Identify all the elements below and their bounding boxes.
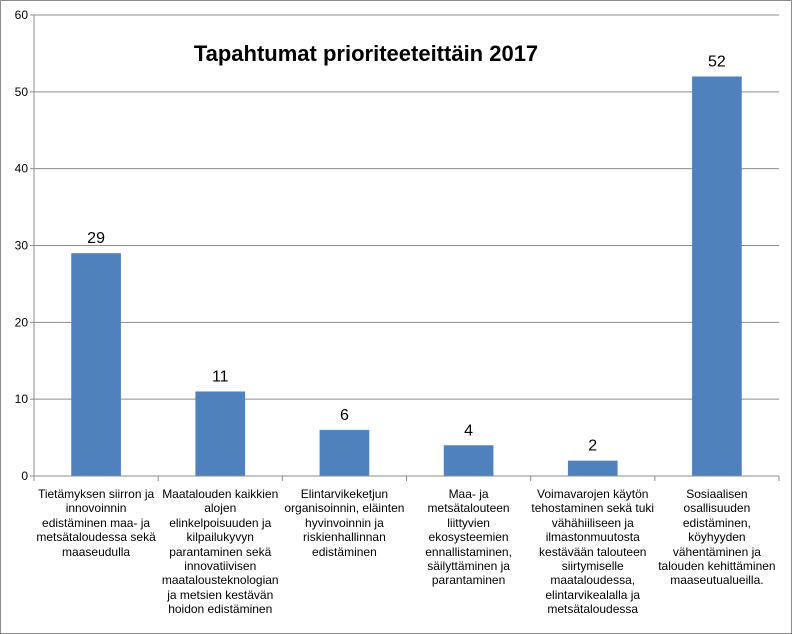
x-category-label: Maa- ja metsätalouteen liittyvien ekosys… (425, 487, 512, 588)
bar (71, 253, 121, 476)
x-category-label: Sosiaalisen osallisuuden edistäminen, kö… (658, 487, 776, 588)
data-label: 4 (464, 422, 473, 439)
bar (692, 76, 742, 476)
y-tick-label: 60 (15, 8, 29, 22)
x-category-label: Tietämyksen siirron ja innovoinnin edist… (36, 487, 156, 559)
data-label: 2 (588, 438, 597, 455)
y-tick-label: 30 (15, 239, 29, 253)
data-label: 29 (87, 230, 105, 247)
y-tick-label: 10 (15, 392, 29, 406)
bar (443, 445, 494, 476)
data-label: 52 (708, 53, 726, 70)
y-tick-label: 20 (15, 315, 29, 329)
y-tick-label: 50 (15, 85, 29, 99)
x-category-label: Elintarvikeketjun organisoinnin, eläinte… (284, 487, 405, 559)
data-label: 6 (340, 407, 349, 424)
bar (319, 429, 370, 476)
data-label: 11 (212, 368, 229, 385)
x-category-label: Voimavarojen käytön tehostaminen sekä tu… (531, 487, 655, 617)
bar (567, 460, 618, 476)
y-tick-label: 40 (15, 162, 29, 176)
x-category-label: Maatalouden kaikkien alojen elinkelpoisu… (161, 487, 279, 617)
bar (195, 391, 246, 476)
y-tick-label: 0 (21, 469, 28, 483)
chart-title: Tapahtumat prioriteeteittäin 2017 (194, 41, 538, 66)
